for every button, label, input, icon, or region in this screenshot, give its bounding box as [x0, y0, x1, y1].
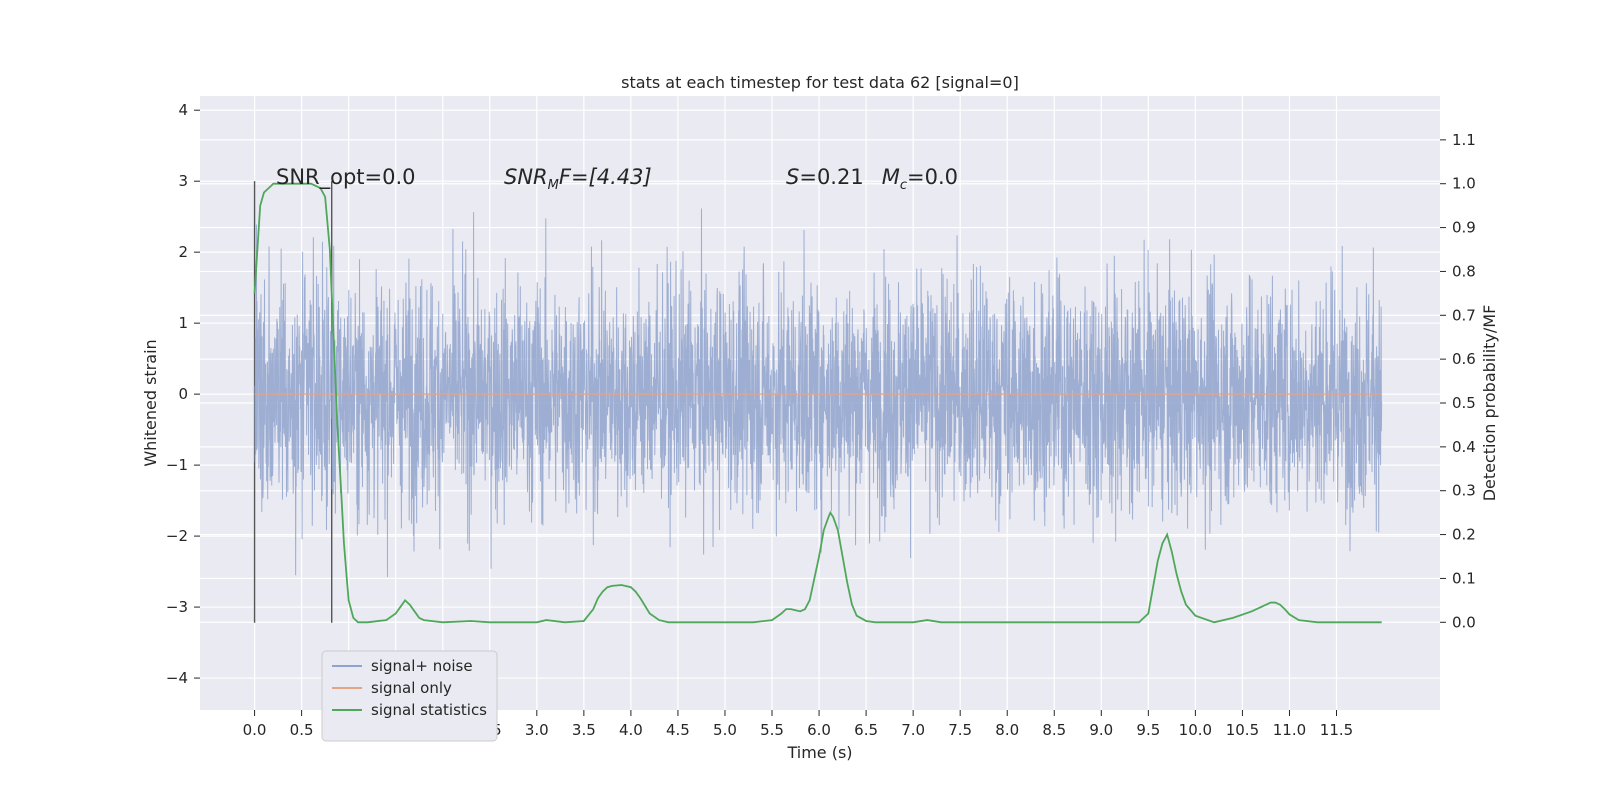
annotation-s-label: S	[786, 165, 799, 189]
annotation-snr-mf-label: SNR	[504, 165, 548, 189]
annotation-s-value: =0.21	[799, 165, 863, 189]
legend-label-signal-statistics: signal statistics	[371, 701, 487, 719]
y-tick-label-right: 0.2	[1452, 526, 1476, 544]
annotation-snr-opt: SNR_opt=0.0	[276, 165, 416, 190]
annotations: SNR_opt=0.0 SNRMF=[4.43] S=0.21 Mc=0.0	[276, 165, 958, 193]
x-tick-label: 0.5	[290, 721, 314, 739]
y-tick-label-right: 0.5	[1452, 394, 1476, 412]
y-tick-label-right: 0.9	[1452, 219, 1476, 237]
y-tick-label-left: −3	[166, 598, 188, 616]
x-tick-label: 3.0	[525, 721, 549, 739]
x-tick-label: 7.5	[948, 721, 972, 739]
x-tick-label: 11.0	[1273, 721, 1306, 739]
y-tick-label-left: 0	[178, 385, 188, 403]
y-tick-label-left: 4	[178, 101, 188, 119]
x-tick-label: 7.0	[901, 721, 925, 739]
legend: signal+ noise signal only signal statist…	[321, 650, 498, 742]
x-tick-label: 3.5	[572, 721, 596, 739]
y-tick-label-left: 1	[178, 314, 188, 332]
x-tick-label: 8.5	[1042, 721, 1066, 739]
x-tick-label: 0.0	[243, 721, 267, 739]
y-tick-label-left: 3	[178, 172, 188, 190]
x-tick-label: 6.0	[807, 721, 831, 739]
y-tick-label-right: 0.0	[1452, 613, 1476, 631]
x-tick-label: 9.0	[1089, 721, 1113, 739]
y-tick-label-right: 0.8	[1452, 262, 1476, 280]
annotation-mc-label: M	[882, 165, 900, 189]
annotation-mc-value: =0.0	[907, 165, 958, 189]
series-signal-statistics	[253, 182, 1382, 624]
y-tick-label-right: 0.6	[1452, 350, 1476, 368]
series-signal-noise	[254, 208, 1383, 578]
legend-label-signal-noise: signal+ noise	[371, 657, 473, 675]
annotation-snr-mf-sub: M	[548, 178, 559, 193]
y-axis-left-ticks: 4 3 2 1 0 −1 −2 −3 −4	[166, 101, 200, 687]
y-tick-label-left: −1	[166, 456, 188, 474]
annotation-mc-sub: c	[900, 178, 907, 193]
x-tick-label: 4.5	[666, 721, 690, 739]
legend-box	[321, 650, 498, 742]
annotation-s: S=0.21 Mc=0.0	[786, 165, 958, 193]
annotation-snr-mf-rest: F=[4.43]	[559, 165, 652, 189]
x-tick-label: 10.5	[1226, 721, 1259, 739]
x-tick-label: 6.5	[854, 721, 878, 739]
x-tick-label: 10.0	[1179, 721, 1212, 739]
y-tick-label-right: 0.1	[1452, 569, 1476, 587]
signal-noise-line	[254, 208, 1383, 578]
annotation-snr-mf: SNRMF=[4.43]	[504, 165, 652, 193]
x-tick-label: 11.5	[1320, 721, 1353, 739]
y-tick-label-left: 2	[178, 243, 188, 261]
y-tick-label-right: 1.0	[1452, 175, 1476, 193]
chart-title: stats at each timestep for test data 62 …	[621, 73, 1019, 92]
x-tick-label: 4.0	[619, 721, 643, 739]
y-tick-label-right: 0.7	[1452, 306, 1476, 324]
signal-statistics-line	[253, 182, 1382, 624]
x-tick-label: 9.5	[1136, 721, 1160, 739]
x-tick-label: 8.0	[995, 721, 1019, 739]
x-tick-label: 5.5	[760, 721, 784, 739]
x-axis-label: Time (s)	[786, 743, 852, 762]
y-tick-label-left: −2	[166, 527, 188, 545]
y-tick-label-left: −4	[166, 669, 188, 687]
x-tick-label: 5.0	[713, 721, 737, 739]
x-axis-ticks: 0.00.51.01.52.02.53.03.54.04.55.05.56.06…	[243, 710, 1353, 739]
y-axis-label-left: Whitened strain	[141, 339, 160, 466]
y-axis-right-ticks: 1.1 1.0 0.9 0.8 0.7 0.6 0.5 0.4 0.3 0.2 0.1 0.0	[1440, 131, 1476, 631]
y-axis-label-right: Detection probability/MF	[1480, 305, 1499, 502]
y-tick-label-right: 0.3	[1452, 482, 1476, 500]
y-tick-label-right: 0.4	[1452, 438, 1476, 456]
y-tick-label-right: 1.1	[1452, 131, 1476, 149]
legend-label-signal-only: signal only	[371, 679, 452, 697]
